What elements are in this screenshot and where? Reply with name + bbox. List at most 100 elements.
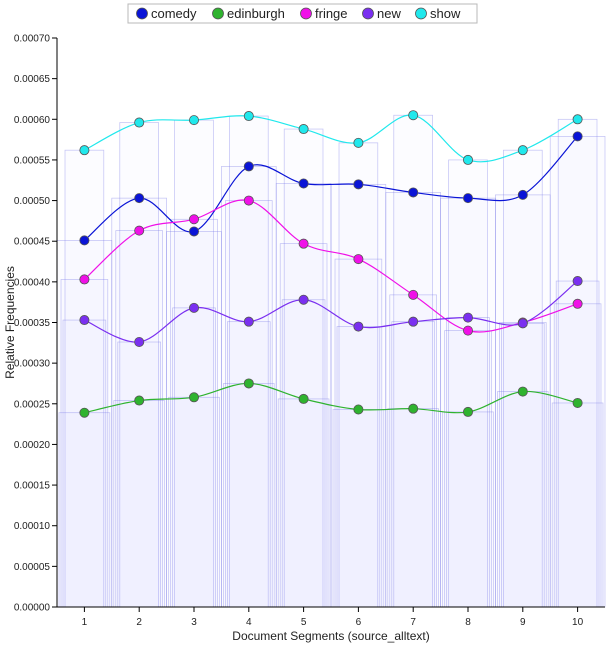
data-point-new[interactable] [79,315,90,326]
data-point-new[interactable] [408,316,419,327]
data-point-show[interactable] [188,115,199,126]
data-point-edinburgh[interactable] [243,378,254,389]
y-tick-label: 0.00065 [14,74,51,85]
x-tick-label: 3 [191,617,197,628]
y-tick-label: 0.00005 [14,562,51,573]
legend-marker [300,7,312,20]
legend-item-show[interactable]: show [415,6,461,21]
data-point-show[interactable] [243,111,254,122]
x-tick-label: 2 [136,617,142,628]
y-tick-label: 0.00010 [14,521,51,532]
data-point-edinburgh[interactable] [572,397,583,408]
data-point-show[interactable] [517,145,528,156]
data-point-show[interactable] [298,124,309,135]
data-point-show[interactable] [353,137,364,148]
data-point-show[interactable] [134,117,145,128]
x-tick-label: 10 [572,617,584,628]
data-point-comedy[interactable] [572,131,583,142]
background-bars [56,114,606,608]
legend-item-edinburgh[interactable]: edinburgh [212,6,285,21]
data-point-fringe[interactable] [572,298,583,309]
y-tick-label: 0.00015 [14,481,51,492]
data-point-comedy[interactable] [188,226,199,237]
y-tick-label: 0.00020 [14,440,51,451]
series-line-edinburgh [84,382,578,414]
legend-item-fringe[interactable]: fringe [300,6,348,21]
legend-label: fringe [315,6,348,21]
data-point-new[interactable] [572,276,583,287]
data-point-fringe[interactable] [188,214,199,225]
background-bar [174,119,214,608]
y-tick-label: 0.00050 [14,196,51,207]
data-point-edinburgh[interactable] [462,406,473,417]
data-point-show[interactable] [462,154,473,165]
data-point-new[interactable] [298,294,309,305]
x-tick-label: 6 [356,617,362,628]
y-axis-ticks: 0.00000 0.00005 0.00010 0.00015 0.00020 0.000… [14,34,57,614]
x-axis-title: Document Segments (source_alltext) [232,629,429,643]
data-point-comedy[interactable] [353,179,364,190]
y-tick-label: 0.00000 [14,603,51,614]
data-point-comedy[interactable] [79,235,90,246]
data-point-show[interactable] [79,145,90,156]
data-point-fringe[interactable] [298,238,309,249]
background-bar [503,149,543,608]
legend-label: edinburgh [227,6,285,21]
data-point-fringe[interactable] [243,195,254,206]
data-point-fringe[interactable] [462,325,473,336]
y-tick-label: 0.00030 [14,359,51,370]
data-point-edinburgh[interactable] [517,386,528,397]
data-point-new[interactable] [517,318,528,329]
y-tick-label: 0.00060 [14,115,51,126]
y-tick-label: 0.00070 [14,34,51,45]
data-point-fringe[interactable] [353,254,364,265]
data-point-new[interactable] [188,302,199,313]
data-point-edinburgh[interactable] [298,393,309,404]
data-point-fringe[interactable] [79,274,90,285]
y-tick-label: 0.00035 [14,318,51,329]
legend-label: new [377,6,401,21]
data-point-edinburgh[interactable] [79,407,90,418]
legend-marker [136,7,148,20]
x-axis-ticks: 1 2 3 4 5 6 7 8 9 10 [82,607,584,628]
data-point-new[interactable] [462,312,473,323]
background-bar [64,149,105,608]
data-point-comedy[interactable] [298,178,309,189]
data-point-comedy[interactable] [134,193,145,204]
x-tick-label: 8 [465,617,471,628]
x-tick-label: 5 [301,617,307,628]
background-bar [338,142,379,608]
data-point-new[interactable] [243,316,254,327]
data-point-comedy[interactable] [517,189,528,200]
series-line-fringe [84,199,578,333]
data-point-edinburgh[interactable] [188,392,199,403]
data-point-edinburgh[interactable] [353,404,364,415]
y-tick-label: 0.00025 [14,399,51,410]
y-tick-label: 0.00045 [14,237,51,248]
data-point-edinburgh[interactable] [134,395,145,406]
data-point-new[interactable] [353,321,364,332]
y-tick-label: 0.00055 [14,155,51,166]
legend-label: show [430,6,461,21]
data-point-fringe[interactable] [134,225,145,236]
data-point-show[interactable] [572,114,583,125]
data-point-show[interactable] [408,110,419,121]
y-tick-label: 0.00040 [14,277,51,288]
y-axis-title: Relative Frequencies [3,266,17,379]
data-point-fringe[interactable] [408,289,419,300]
data-point-comedy[interactable] [243,161,254,172]
data-point-new[interactable] [134,337,145,348]
legend-marker [415,7,427,20]
data-point-comedy[interactable] [408,187,419,198]
background-bar [283,128,324,608]
legend-marker [212,7,224,20]
data-point-comedy[interactable] [462,193,473,204]
legend-item-comedy[interactable]: comedy [136,6,198,21]
legend-marker [362,7,374,20]
legend-item-new[interactable]: new [362,6,402,21]
legend: comedy edinburgh fringe new show [127,3,478,24]
data-point-edinburgh[interactable] [408,403,419,414]
background-bar [448,159,488,608]
x-tick-label: 1 [82,617,88,628]
